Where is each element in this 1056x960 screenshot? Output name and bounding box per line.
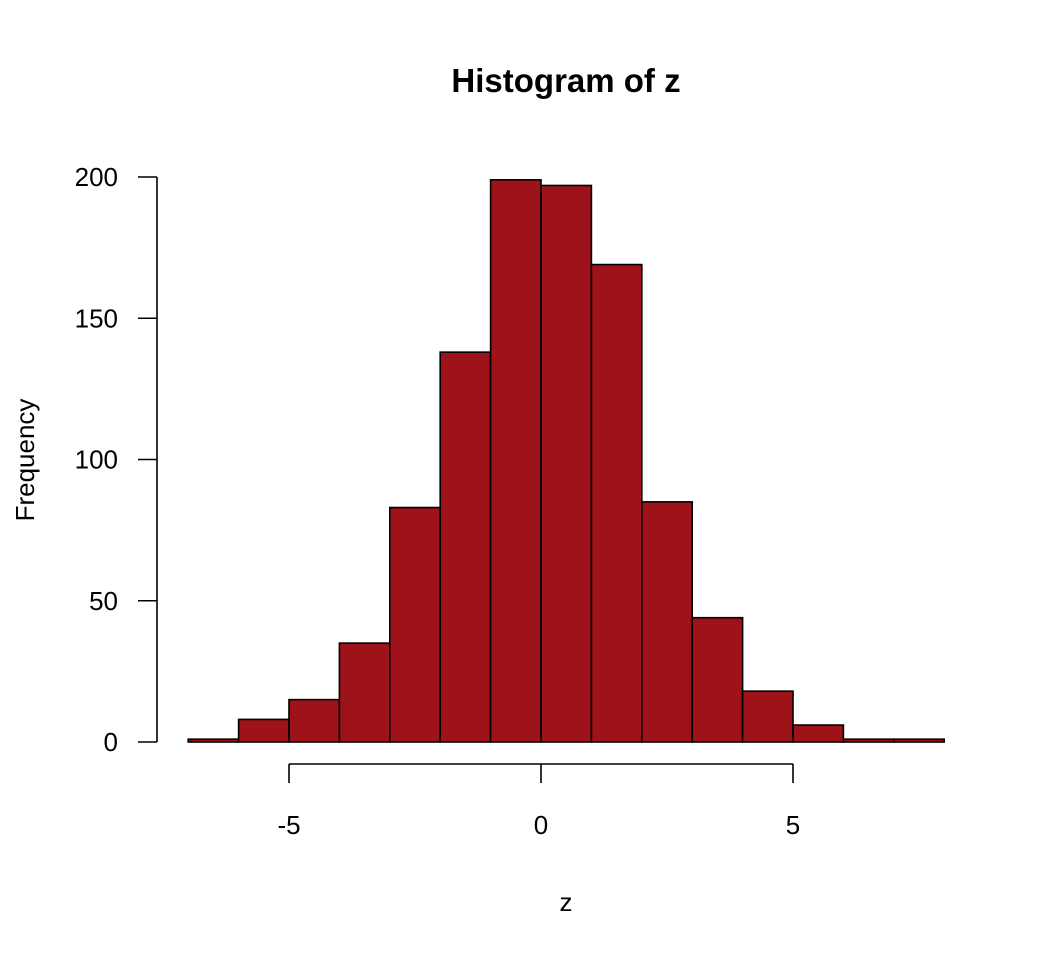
chart-title: Histogram of z bbox=[451, 62, 680, 99]
y-tick-label: 100 bbox=[75, 445, 118, 475]
histogram-bar bbox=[489, 179, 542, 743]
y-tick-label: 50 bbox=[89, 586, 118, 616]
histogram-bar bbox=[590, 263, 643, 743]
histogram-bar bbox=[842, 738, 895, 743]
x-axis: -5 0 5 bbox=[277, 763, 800, 840]
y-axis: 0 50 100 150 200 bbox=[75, 162, 158, 757]
bars-group bbox=[187, 179, 945, 743]
y-tick-label: 0 bbox=[104, 727, 118, 757]
histogram-bar bbox=[237, 718, 290, 743]
histogram-bar bbox=[792, 724, 845, 743]
histogram-bar bbox=[540, 184, 593, 743]
histogram-bar bbox=[288, 698, 341, 743]
histogram-bar bbox=[388, 506, 441, 743]
x-axis-label: z bbox=[560, 887, 573, 917]
histogram-bar bbox=[439, 351, 492, 743]
y-axis-label: Frequency bbox=[10, 399, 40, 522]
x-tick-label: 5 bbox=[786, 810, 800, 840]
histogram-bar bbox=[691, 616, 744, 743]
histogram-bar bbox=[741, 690, 794, 743]
histogram-bar bbox=[640, 501, 693, 743]
histogram-bar bbox=[187, 738, 240, 743]
x-tick-label: -5 bbox=[277, 810, 300, 840]
histogram-bar bbox=[338, 642, 391, 743]
y-tick-label: 150 bbox=[75, 303, 118, 333]
x-tick-label: 0 bbox=[534, 810, 548, 840]
y-tick-label: 200 bbox=[75, 162, 118, 192]
histogram-bar bbox=[892, 738, 945, 743]
